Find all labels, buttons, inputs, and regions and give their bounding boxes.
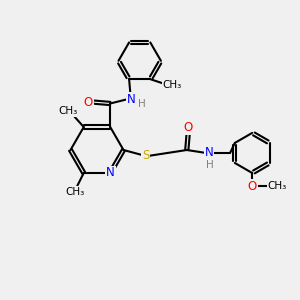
Text: N: N xyxy=(127,93,135,106)
Text: CH₃: CH₃ xyxy=(268,181,287,191)
Text: H: H xyxy=(206,160,213,170)
Text: S: S xyxy=(142,149,149,162)
Text: O: O xyxy=(248,180,257,193)
Text: H: H xyxy=(138,99,146,110)
Text: N: N xyxy=(106,167,115,179)
Text: N: N xyxy=(205,146,213,159)
Text: CH₃: CH₃ xyxy=(65,187,85,197)
Text: CH₃: CH₃ xyxy=(58,106,77,116)
Text: CH₃: CH₃ xyxy=(163,80,182,90)
Text: O: O xyxy=(184,122,193,134)
Text: O: O xyxy=(83,95,93,109)
